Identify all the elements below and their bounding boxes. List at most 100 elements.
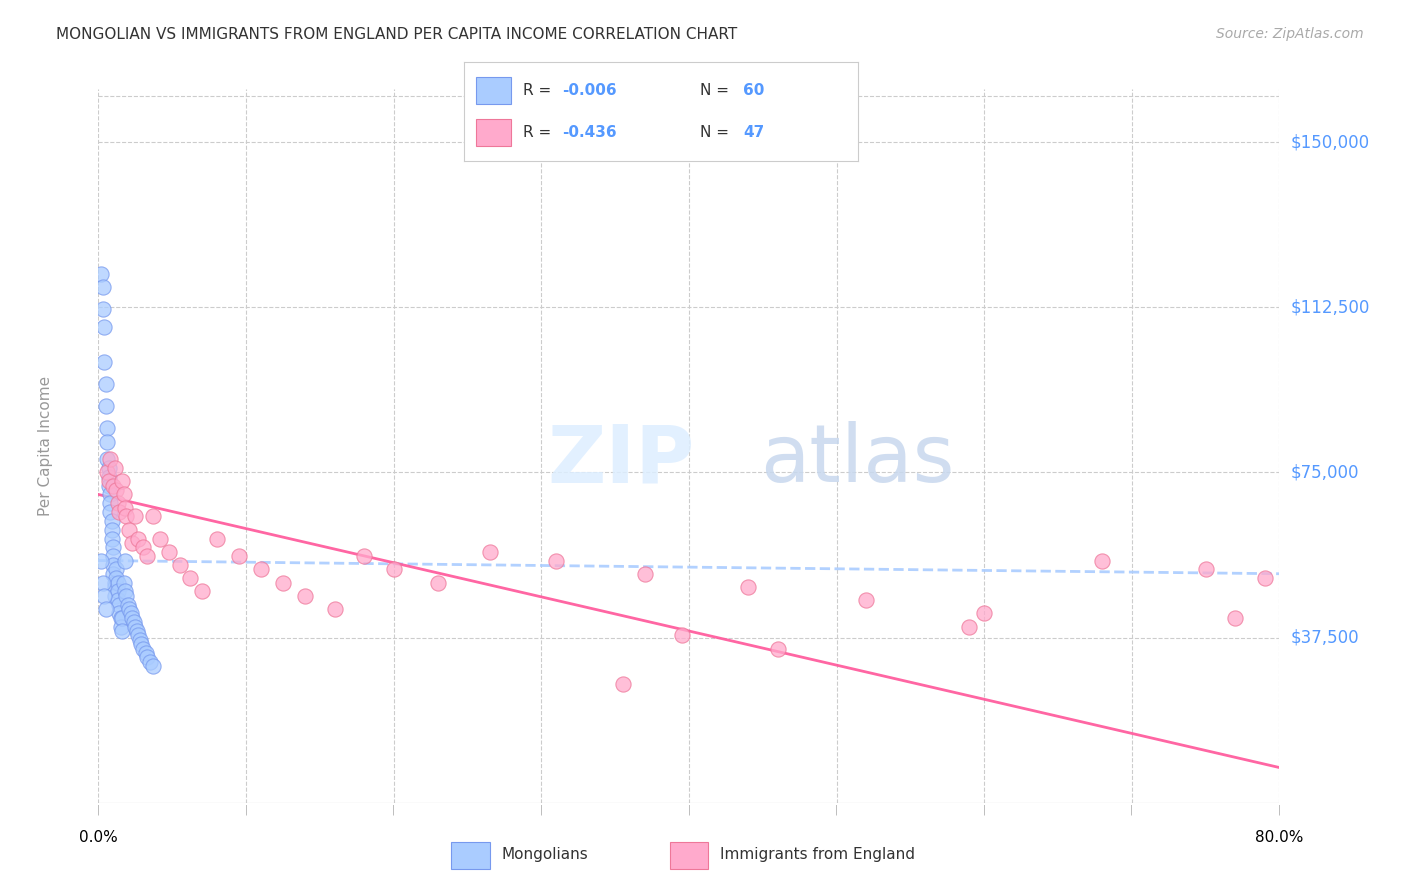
Point	[91, 302, 114, 317]
Point	[127, 532, 149, 546]
Text: |: |	[983, 805, 986, 815]
Point	[973, 607, 995, 621]
Point	[91, 280, 114, 294]
Point	[115, 589, 138, 603]
Text: Per Capita Income: Per Capita Income	[38, 376, 53, 516]
Point	[427, 575, 450, 590]
Point	[104, 461, 127, 475]
Text: $150,000: $150,000	[1291, 133, 1369, 151]
Point	[110, 611, 132, 625]
Point	[671, 628, 693, 642]
Point	[98, 487, 121, 501]
Point	[191, 584, 214, 599]
Text: 60: 60	[744, 83, 765, 98]
Point	[93, 320, 115, 334]
Point	[96, 434, 118, 449]
Bar	[451, 842, 489, 869]
Point	[118, 602, 141, 616]
Point	[135, 646, 157, 660]
Point	[959, 619, 981, 633]
Point	[104, 575, 127, 590]
Point	[105, 562, 128, 576]
Point	[112, 487, 135, 501]
Point	[90, 267, 112, 281]
Point	[136, 650, 159, 665]
Text: 0.0%: 0.0%	[79, 830, 118, 845]
Text: $37,500: $37,500	[1291, 629, 1360, 647]
Point	[120, 607, 142, 621]
Point	[114, 553, 136, 567]
Point	[103, 478, 125, 492]
Point	[127, 628, 149, 642]
Point	[633, 566, 655, 581]
Point	[107, 584, 129, 599]
Point	[157, 545, 180, 559]
Point	[98, 496, 121, 510]
Point	[117, 598, 139, 612]
Point	[1195, 562, 1218, 576]
Point	[125, 624, 148, 638]
Point	[105, 483, 128, 497]
Text: |: |	[1278, 805, 1281, 815]
Point	[612, 677, 634, 691]
Point	[100, 532, 122, 546]
Bar	[669, 842, 709, 869]
Point	[478, 545, 501, 559]
Text: R =: R =	[523, 125, 557, 140]
Point	[124, 619, 146, 633]
Point	[205, 532, 228, 546]
Point	[128, 632, 150, 647]
Point	[94, 400, 117, 414]
Text: |: |	[835, 805, 838, 815]
Point	[129, 637, 152, 651]
Text: |: |	[245, 805, 247, 815]
Point	[169, 558, 191, 572]
Point	[142, 659, 165, 673]
Point	[103, 566, 125, 581]
Point	[124, 509, 146, 524]
Point	[855, 593, 877, 607]
Point	[179, 571, 201, 585]
Text: N =: N =	[700, 125, 734, 140]
Point	[250, 562, 273, 576]
Point	[111, 611, 134, 625]
Text: |: |	[97, 805, 100, 815]
Text: -0.436: -0.436	[562, 125, 617, 140]
Point	[103, 549, 125, 563]
Point	[104, 589, 127, 603]
Point	[132, 641, 155, 656]
Text: |: |	[392, 805, 395, 815]
Point	[118, 523, 141, 537]
Text: Source: ZipAtlas.com: Source: ZipAtlas.com	[1216, 27, 1364, 41]
Point	[121, 536, 143, 550]
Point	[1254, 571, 1277, 585]
Text: Immigrants from England: Immigrants from England	[720, 847, 915, 862]
Point	[114, 500, 136, 515]
Point	[96, 421, 118, 435]
Point	[107, 496, 129, 510]
Point	[93, 355, 115, 369]
Point	[111, 475, 134, 489]
Point	[104, 580, 127, 594]
Point	[142, 509, 165, 524]
Point	[139, 655, 162, 669]
Text: atlas: atlas	[759, 421, 955, 500]
Point	[91, 575, 114, 590]
Text: |: |	[688, 805, 690, 815]
Point	[323, 602, 346, 616]
Point	[108, 505, 131, 519]
Point	[122, 615, 145, 630]
Point	[149, 532, 172, 546]
Point	[544, 553, 567, 567]
Point	[90, 553, 112, 567]
Point	[94, 377, 117, 392]
Text: MONGOLIAN VS IMMIGRANTS FROM ENGLAND PER CAPITA INCOME CORRELATION CHART: MONGOLIAN VS IMMIGRANTS FROM ENGLAND PER…	[56, 27, 738, 42]
Point	[103, 558, 125, 572]
Point	[136, 549, 159, 563]
Point	[110, 619, 132, 633]
Text: $75,000: $75,000	[1291, 464, 1360, 482]
Point	[105, 571, 128, 585]
Point	[132, 541, 155, 555]
Text: |: |	[540, 805, 543, 815]
Point	[107, 593, 129, 607]
